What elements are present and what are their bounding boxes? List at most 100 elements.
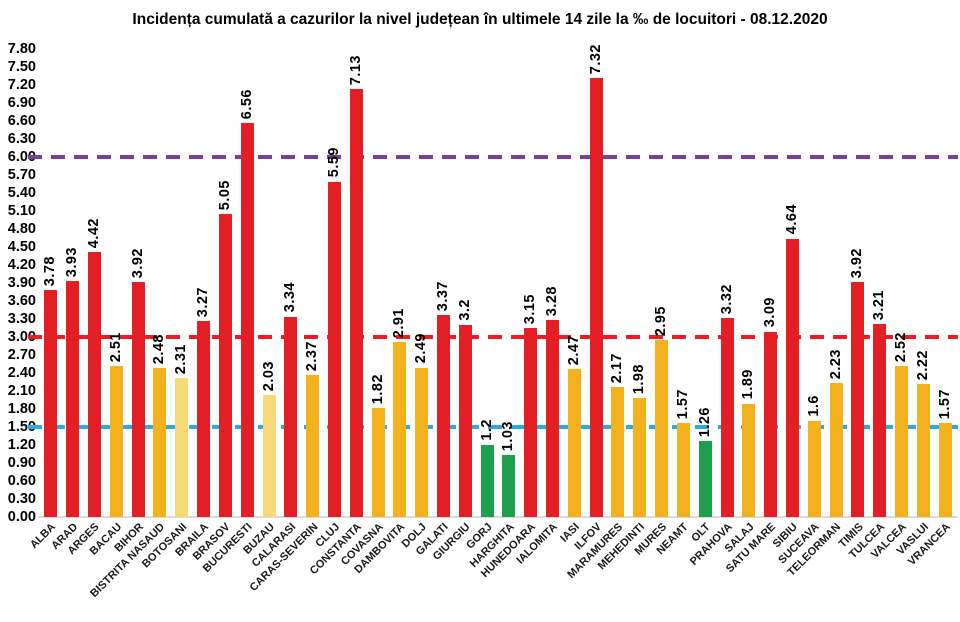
bar-value-label: 4.64 <box>783 204 800 235</box>
bar-suceava <box>807 421 821 517</box>
bar-value-label: 1.98 <box>631 363 648 395</box>
bar-arges <box>88 251 102 517</box>
bar-value-label: 1.89 <box>740 369 757 400</box>
y-axis-tick-label: 3.30 <box>7 311 36 327</box>
bar-value-label: 7.13 <box>347 54 364 86</box>
x-axis-line <box>38 516 958 518</box>
y-axis-tick-label: 2.70 <box>7 347 36 363</box>
bar-value-label: 5.05 <box>216 179 233 210</box>
bar-value-label: 2.03 <box>260 360 277 392</box>
y-axis-tick-label: 7.20 <box>7 77 36 93</box>
bar-value-label: 3.32 <box>718 283 735 314</box>
bar-satu-mare <box>764 331 778 517</box>
bar-value-label: 1.57 <box>674 388 691 419</box>
bar-salaj <box>742 403 756 517</box>
bar-iasi <box>567 368 581 517</box>
bar-dambovita <box>393 342 407 517</box>
y-axis-tick-label: 0.00 <box>7 509 36 525</box>
bar-giurgiu <box>458 325 472 517</box>
bar-value-label: 2.95 <box>653 305 670 336</box>
y-axis-tick-label: 0.60 <box>7 473 36 489</box>
bar-bucuresti <box>240 123 254 517</box>
bar-value-label: 1.26 <box>696 407 713 438</box>
bar-value-label: 2.31 <box>173 344 190 375</box>
bar-value-label: 3.2 <box>456 299 473 321</box>
y-axis-tick-label: 3.60 <box>7 293 36 309</box>
y-axis-tick-label: 6.60 <box>7 113 36 129</box>
bar-value-label: 3.37 <box>434 280 451 311</box>
bar-bacau <box>109 366 123 517</box>
bar-mehedinti <box>633 398 647 517</box>
bar-value-label: 3.21 <box>871 290 888 321</box>
bar-tulcea <box>873 324 887 517</box>
bar-botosani <box>175 378 189 517</box>
y-axis-tick-label: 3.00 <box>7 329 36 345</box>
bar-maramures <box>611 386 625 517</box>
bar-value-label: 2.22 <box>914 349 931 380</box>
y-axis-tick-label: 7.80 <box>7 41 36 57</box>
bar-bihor <box>131 281 145 517</box>
bar-value-label: 1.2 <box>478 419 495 441</box>
y-axis-tick-label: 5.40 <box>7 185 36 201</box>
bar-value-label: 1.03 <box>500 420 517 452</box>
bar-mures <box>655 340 669 517</box>
bar-harghita <box>502 455 516 517</box>
bar-alba <box>44 290 58 517</box>
bar-arad <box>66 281 80 517</box>
y-axis-tick-label: 6.30 <box>7 131 36 147</box>
bar-value-label: 3.15 <box>522 293 539 324</box>
bar-covasna <box>371 407 385 517</box>
bar-value-label: 4.42 <box>86 217 103 248</box>
bar-value-label: 3.92 <box>849 247 866 278</box>
bar-value-label: 2.49 <box>413 333 430 364</box>
y-axis-tick-label: 3.90 <box>7 275 36 291</box>
bar-prahova <box>720 317 734 517</box>
bar-gorj <box>480 445 494 517</box>
bar-valcea <box>894 365 908 517</box>
bar-value-label: 1.6 <box>805 395 822 417</box>
bar-neamt <box>676 422 690 517</box>
bar-olt <box>698 441 712 517</box>
y-axis-tick-label: 2.10 <box>7 383 36 399</box>
bar-value-label: 2.47 <box>565 334 582 365</box>
bar-value-label: 2.51 <box>107 332 124 363</box>
bar-value-label: 2.23 <box>827 348 844 380</box>
y-axis-tick-label: 6.90 <box>7 95 36 111</box>
bar-value-label: 2.48 <box>151 333 168 365</box>
bar-value-label: 1.57 <box>936 388 953 419</box>
y-axis-tick-label: 0.30 <box>7 491 36 507</box>
bar-timis <box>851 281 865 517</box>
y-axis-tick-label: 0.90 <box>7 455 36 471</box>
bar-sibiu <box>785 238 799 517</box>
bar-value-label: 3.27 <box>195 286 212 317</box>
bar-value-label: 3.78 <box>42 255 59 287</box>
bar-calarasi <box>284 316 298 517</box>
y-axis-tick-label: 2.40 <box>7 365 36 381</box>
reference-line-upper-threshold <box>28 155 958 159</box>
bar-value-label: 3.93 <box>64 246 81 278</box>
reference-line-middle-threshold <box>28 335 958 339</box>
bar-value-label: 7.32 <box>587 43 604 74</box>
bar-teleorman <box>829 383 843 517</box>
bar-value-label: 3.28 <box>544 285 561 317</box>
bar-brasov <box>218 214 232 517</box>
bar-buzau <box>262 395 276 517</box>
bar-bistrita-nasaud <box>153 368 167 517</box>
y-axis-tick-label: 6.00 <box>7 149 36 165</box>
bar-ialomita <box>546 320 560 517</box>
bar-value-label: 2.52 <box>892 331 909 362</box>
bar-value-label: 2.17 <box>609 352 626 383</box>
y-axis-tick-label: 1.80 <box>7 401 36 417</box>
bar-cluj <box>327 181 341 517</box>
bar-value-label: 6.56 <box>238 89 255 120</box>
bar-vrancea <box>938 422 952 517</box>
bar-caras-severin <box>306 374 320 517</box>
reference-line-lower-threshold <box>28 425 958 429</box>
y-axis-tick-label: 1.50 <box>7 419 36 435</box>
bar-value-label: 3.92 <box>129 247 146 278</box>
bar-value-label: 2.37 <box>304 340 321 371</box>
y-axis-tick-label: 5.70 <box>7 167 36 183</box>
y-axis-tick-label: 7.50 <box>7 59 36 75</box>
bar-value-label: 3.09 <box>762 297 779 328</box>
